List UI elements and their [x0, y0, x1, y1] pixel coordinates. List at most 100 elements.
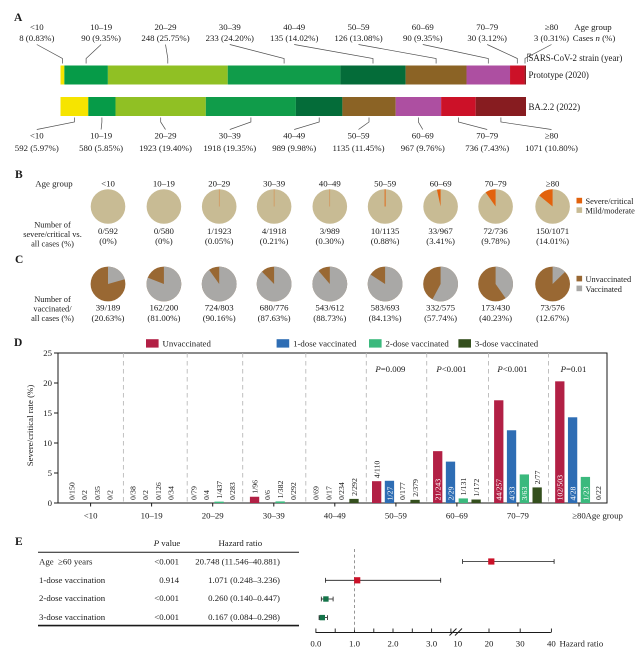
svg-text:40–49: 40–49	[283, 22, 306, 32]
svg-text:<0.001: <0.001	[154, 593, 179, 603]
svg-text:20: 20	[43, 378, 52, 388]
svg-text:Prototype (2020): Prototype (2020)	[529, 70, 589, 80]
svg-text:<0.001: <0.001	[154, 556, 179, 566]
svg-text:680/776: 680/776	[260, 303, 289, 313]
svg-text:Mild/moderate: Mild/moderate	[586, 207, 636, 216]
svg-text:D: D	[14, 337, 22, 349]
svg-text:592 (5.97%): 592 (5.97%)	[15, 143, 59, 153]
svg-text:60–69: 60–69	[446, 511, 469, 521]
svg-text:21/243: 21/243	[434, 479, 443, 501]
svg-text:20–29: 20–29	[155, 22, 178, 32]
svg-text:P=0.01: P=0.01	[560, 364, 587, 374]
svg-text:50–59: 50–59	[374, 178, 397, 188]
svg-text:60–69: 60–69	[430, 178, 453, 188]
svg-text:724/803: 724/803	[205, 303, 234, 313]
svg-text:0.0: 0.0	[310, 639, 322, 649]
svg-text:2-dose vaccinated: 2-dose vaccinated	[386, 338, 450, 348]
svg-text:1/23: 1/23	[581, 487, 590, 501]
svg-text:P=0.009: P=0.009	[374, 364, 406, 374]
svg-text:1923 (19.40%): 1923 (19.40%)	[139, 143, 192, 153]
svg-text:50–59: 50–59	[348, 22, 371, 32]
svg-text:≥80: ≥80	[546, 178, 560, 188]
svg-text:(0.21%): (0.21%)	[260, 236, 289, 246]
svg-text:2/292: 2/292	[350, 478, 359, 496]
svg-text:vaccinated/: vaccinated/	[33, 305, 72, 314]
svg-text:70–79: 70–79	[507, 511, 530, 521]
svg-text:10–19: 10–19	[153, 178, 176, 188]
svg-text:8 (0.83%): 8 (0.83%)	[19, 33, 54, 43]
svg-text:Number of: Number of	[34, 295, 71, 304]
svg-text:0/69: 0/69	[312, 486, 321, 500]
svg-text:(90.16%): (90.16%)	[203, 313, 236, 323]
svg-text:≥80: ≥80	[545, 22, 559, 32]
svg-text:3/63: 3/63	[520, 487, 529, 501]
svg-text:10–19: 10–19	[90, 22, 113, 32]
svg-text:(12.67%): (12.67%)	[536, 313, 569, 323]
svg-text:4/33: 4/33	[507, 487, 516, 501]
svg-text:20.748 (11.546–40.881): 20.748 (11.546–40.881)	[195, 556, 280, 566]
svg-text:1/131: 1/131	[459, 478, 468, 496]
svg-text:0/234: 0/234	[337, 482, 346, 500]
svg-text:P<0.001: P<0.001	[435, 364, 466, 374]
svg-text:0.260 (0.140–0.447): 0.260 (0.140–0.447)	[208, 593, 280, 603]
svg-text:1-dose vaccination: 1-dose vaccination	[39, 575, 106, 585]
svg-text:50–59: 50–59	[385, 511, 408, 521]
svg-text:<10: <10	[101, 178, 115, 188]
svg-text:60–69: 60–69	[412, 22, 435, 32]
svg-text:Age group: Age group	[35, 178, 73, 188]
svg-text:50–59: 50–59	[348, 131, 371, 141]
svg-text:severe/critical vs.: severe/critical vs.	[23, 230, 82, 239]
svg-text:102/503: 102/503	[556, 475, 565, 501]
svg-text:736 (7.43%): 736 (7.43%)	[465, 143, 509, 153]
svg-text:(20.63%): (20.63%)	[92, 313, 125, 323]
svg-text:126 (13.08%): 126 (13.08%)	[334, 33, 382, 43]
svg-text:580 (5.85%): 580 (5.85%)	[79, 143, 123, 153]
svg-text:P value: P value	[153, 538, 181, 548]
svg-text:Hazard ratio: Hazard ratio	[560, 639, 604, 649]
svg-text:0: 0	[48, 498, 53, 508]
svg-text:(0.88%): (0.88%)	[371, 236, 400, 246]
svg-text:10/1135: 10/1135	[371, 226, 400, 236]
svg-text:(0%): (0%)	[155, 236, 173, 246]
svg-text:3/989: 3/989	[320, 226, 341, 236]
svg-text:Age group: Age group	[586, 511, 624, 521]
svg-text:B: B	[15, 169, 23, 181]
svg-text:10–19: 10–19	[90, 131, 113, 141]
svg-text:Unvaccinated: Unvaccinated	[586, 275, 632, 284]
svg-text:2.0: 2.0	[388, 639, 400, 649]
svg-text:(84.13%): (84.13%)	[369, 313, 402, 323]
svg-text:70–79: 70–79	[485, 178, 508, 188]
svg-text:162/200: 162/200	[149, 303, 178, 313]
svg-text:(9.78%): (9.78%)	[481, 236, 510, 246]
svg-text:0.914: 0.914	[159, 575, 179, 585]
svg-text:0/22: 0/22	[594, 486, 603, 500]
svg-text:SARS-CoV-2 strain (year): SARS-CoV-2 strain (year)	[529, 53, 623, 63]
svg-text:332/575: 332/575	[426, 303, 455, 313]
svg-text:1/27: 1/27	[385, 487, 394, 501]
svg-text:70–79: 70–79	[476, 131, 499, 141]
svg-text:0/580: 0/580	[154, 226, 175, 236]
svg-text:1.0: 1.0	[349, 639, 361, 649]
svg-text:1.071 (0.248–3.236): 1.071 (0.248–3.236)	[208, 575, 280, 585]
svg-text:20–29: 20–29	[202, 511, 225, 521]
svg-text:90 (9.35%): 90 (9.35%)	[403, 33, 443, 43]
svg-text:<10: <10	[84, 511, 98, 521]
svg-text:(40.23%): (40.23%)	[479, 313, 512, 323]
svg-text:all cases (%): all cases (%)	[31, 240, 74, 249]
svg-text:0/38: 0/38	[128, 486, 137, 500]
svg-text:10: 10	[43, 438, 52, 448]
svg-text:2/379: 2/379	[411, 479, 420, 497]
svg-text:0/150: 0/150	[67, 482, 76, 500]
svg-text:150/1071: 150/1071	[536, 226, 569, 236]
svg-text:Vaccinated: Vaccinated	[586, 285, 623, 294]
svg-text:0/34: 0/34	[167, 486, 176, 500]
svg-text:44/257: 44/257	[495, 479, 504, 501]
svg-text:40–49: 40–49	[283, 131, 306, 141]
svg-text:Hazard ratio: Hazard ratio	[218, 538, 262, 548]
svg-text:Age ≥60 years: Age ≥60 years	[39, 556, 93, 566]
svg-text:1/437: 1/437	[215, 481, 224, 499]
svg-text:30 (3.12%): 30 (3.12%)	[467, 33, 507, 43]
svg-text:0/17: 0/17	[324, 486, 333, 500]
svg-text:0.167 (0.084–0.298): 0.167 (0.084–0.298)	[208, 612, 280, 622]
svg-text:(0%): (0%)	[99, 236, 117, 246]
